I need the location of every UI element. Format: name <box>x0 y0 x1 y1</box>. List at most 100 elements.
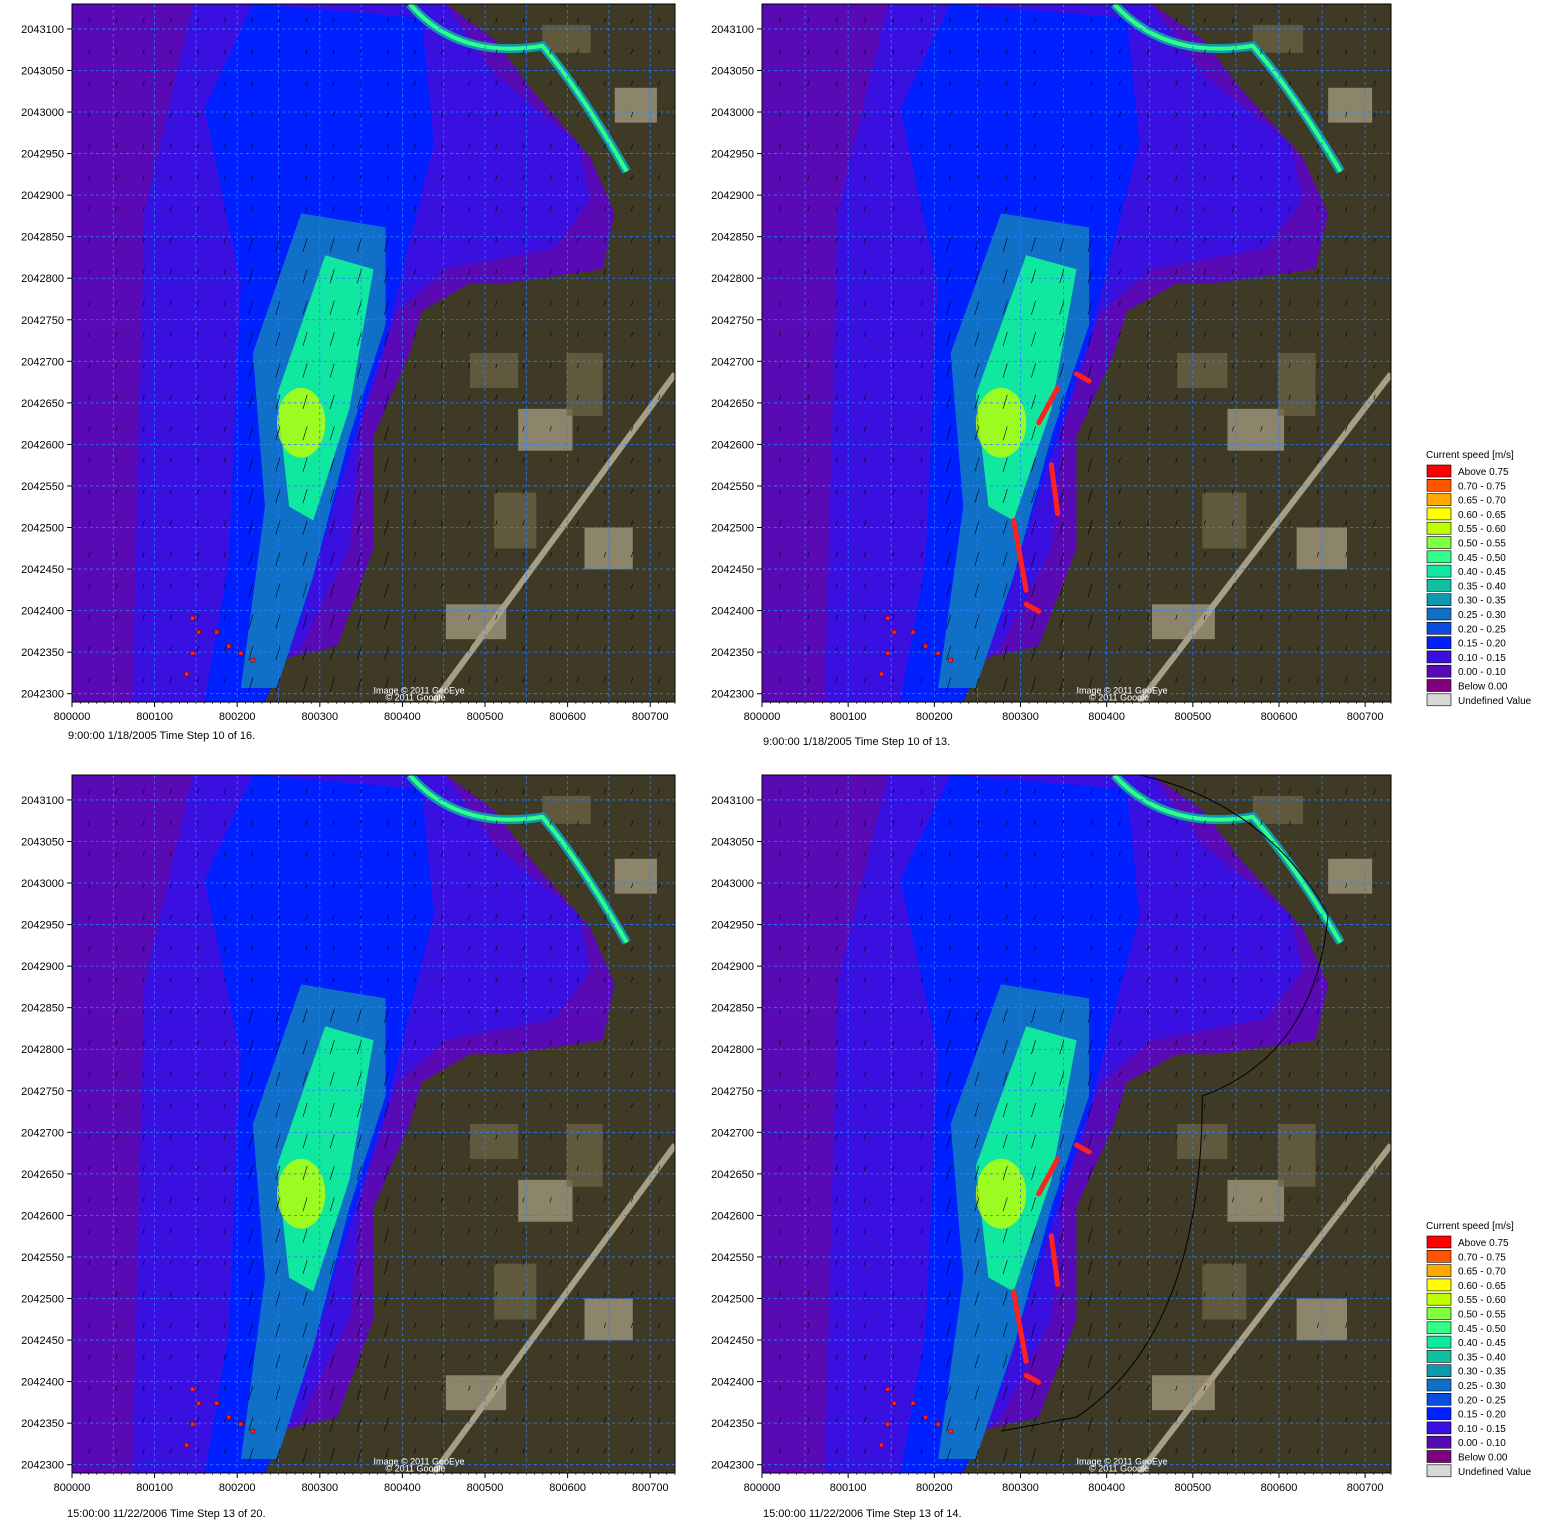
arrow <box>196 269 199 275</box>
arrow <box>946 1385 951 1400</box>
y-tick-label: 2042350 <box>21 647 64 659</box>
arrow <box>807 583 810 589</box>
arrow <box>384 1291 389 1306</box>
arrow <box>1002 583 1008 598</box>
arrow <box>115 457 118 463</box>
arrow <box>522 426 525 432</box>
legend-label: 0.50 - 0.55 <box>1458 1310 1506 1321</box>
arrow <box>603 17 606 24</box>
arrow <box>1147 1228 1150 1234</box>
arrow <box>1203 174 1206 181</box>
arrow <box>169 851 172 857</box>
arrow <box>946 1354 951 1369</box>
arrow <box>413 520 416 526</box>
arrow <box>305 914 308 920</box>
arrow <box>302 457 308 472</box>
arrow <box>468 1260 471 1266</box>
arrow <box>974 1040 980 1055</box>
arrow <box>196 851 199 857</box>
arrow <box>576 80 579 86</box>
arrow <box>631 1260 634 1266</box>
arrow <box>920 1165 923 1171</box>
arrow <box>779 788 782 795</box>
arrow <box>576 614 579 620</box>
arrow <box>384 1448 389 1463</box>
arrow <box>384 457 389 472</box>
arrow <box>495 394 498 400</box>
arrow <box>863 17 867 24</box>
arrow <box>948 851 951 857</box>
arrow <box>413 1008 416 1014</box>
arrow <box>576 977 579 983</box>
arrow <box>441 583 444 589</box>
arrow <box>920 788 923 795</box>
source-marker <box>184 1442 189 1448</box>
arrow <box>495 1417 498 1423</box>
arrow <box>223 1417 227 1423</box>
arrow <box>332 17 335 24</box>
arrow <box>275 1165 281 1180</box>
arrow <box>1002 1385 1008 1400</box>
arrow <box>835 1228 838 1234</box>
arrow <box>522 1071 525 1077</box>
arrow <box>468 1228 471 1234</box>
arrow <box>441 677 444 683</box>
arrow <box>196 17 199 24</box>
arrow <box>522 1448 525 1454</box>
arrow <box>1288 300 1291 306</box>
source-marker <box>923 1414 928 1420</box>
arrow <box>1118 237 1121 243</box>
time-step-caption: 15:00:00 11/22/2006 Time Step 13 of 14. <box>763 1508 962 1520</box>
arrow <box>892 1071 895 1077</box>
y-tick-label: 2042300 <box>21 1460 64 1472</box>
arrow <box>807 1008 810 1014</box>
arrow <box>946 269 951 284</box>
arrow <box>142 977 145 983</box>
arrow <box>413 112 416 118</box>
arrow <box>329 300 335 315</box>
y-tick-label: 2043000 <box>711 878 754 890</box>
arrow <box>1288 457 1291 463</box>
arrow <box>1288 112 1291 118</box>
arrow <box>576 583 579 589</box>
arrow <box>658 489 661 495</box>
arrow <box>977 883 980 889</box>
arrow <box>549 1040 552 1046</box>
arrow <box>1203 1134 1206 1140</box>
arrow <box>807 489 810 495</box>
x-tick-label: 800100 <box>136 1482 173 1494</box>
arrow <box>275 1385 281 1400</box>
arrow <box>946 1102 951 1118</box>
arrow <box>603 1134 606 1140</box>
arrow <box>384 300 389 315</box>
arrow <box>1231 788 1235 795</box>
arrow <box>1090 883 1093 889</box>
arrow <box>441 394 444 400</box>
arrow <box>275 1448 281 1463</box>
arrow <box>1147 112 1150 118</box>
arrow <box>1062 851 1065 857</box>
arrow <box>356 394 362 409</box>
arrow <box>863 977 867 983</box>
arrow <box>920 206 923 212</box>
source-marker <box>184 671 189 677</box>
arrow <box>892 426 895 432</box>
arrow <box>892 677 895 683</box>
arrow <box>468 237 471 243</box>
arrow <box>142 551 145 558</box>
arrow <box>1373 206 1376 212</box>
arrow <box>384 489 389 504</box>
arrow <box>892 457 895 463</box>
y-tick-label: 2042550 <box>711 481 754 493</box>
arrow <box>196 788 199 795</box>
arrow <box>863 1165 867 1171</box>
arrow <box>196 174 199 181</box>
arrow <box>169 646 172 652</box>
arrow <box>302 1291 308 1306</box>
image-credit: © 2011 Google <box>1089 1464 1149 1474</box>
arrow <box>441 1165 444 1171</box>
arrow <box>88 551 91 558</box>
arrow <box>1373 49 1376 55</box>
arrow <box>1373 1354 1376 1360</box>
